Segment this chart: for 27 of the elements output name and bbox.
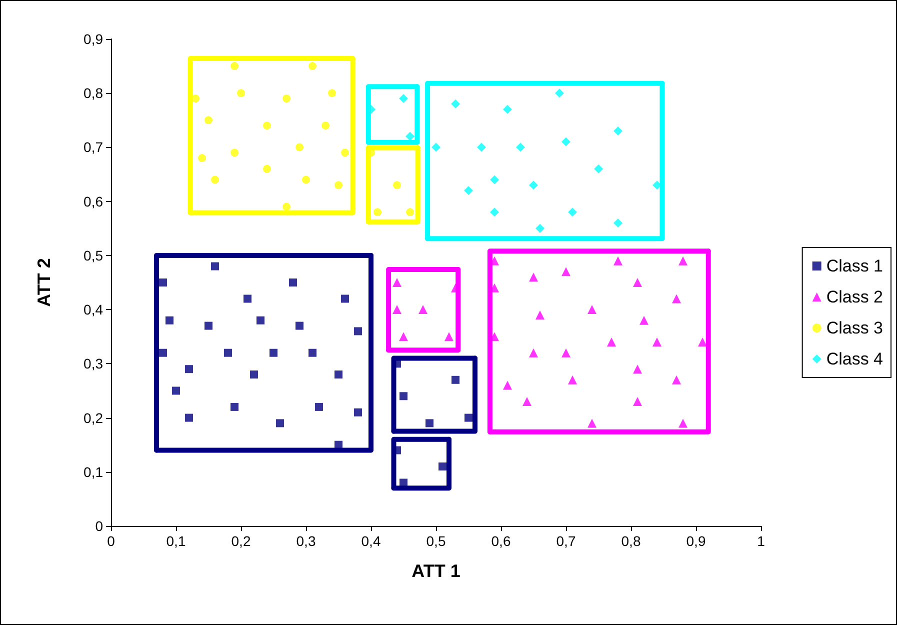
y-tick-label: 0,8 bbox=[84, 85, 104, 102]
x-tick-label: 0,2 bbox=[231, 533, 251, 549]
x-tick-label: 0,8 bbox=[621, 533, 641, 549]
legend-label: Class 3 bbox=[826, 318, 883, 338]
x-tick-label: 0 bbox=[107, 533, 116, 549]
x-tick-label: 0,9 bbox=[686, 533, 706, 549]
y-axis-title: ATT 2 bbox=[34, 258, 54, 307]
y-tick-label: 0,1 bbox=[84, 464, 104, 480]
legend-label: Class 2 bbox=[826, 288, 883, 306]
y-tick-label: 0,9 bbox=[84, 31, 104, 47]
x-tick-label: 0,3 bbox=[296, 533, 316, 549]
x-tick-label: 0,6 bbox=[491, 533, 511, 549]
legend-label: Class 1 bbox=[826, 256, 883, 276]
y-tick-label: 0,7 bbox=[84, 139, 104, 156]
y-tick-label: 0,3 bbox=[84, 356, 104, 372]
y-tick-label: 0,4 bbox=[84, 302, 104, 318]
y-tick-label: 0 bbox=[95, 518, 104, 534]
y-tick-label: 0,2 bbox=[84, 410, 104, 426]
x-tick-label: 0,4 bbox=[361, 533, 381, 549]
x-tick-label: 1 bbox=[757, 533, 766, 549]
y-tick-label: 0,5 bbox=[84, 247, 104, 264]
x-axis-title: ATT 1 bbox=[412, 561, 460, 581]
x-tick-label: 0,5 bbox=[426, 533, 446, 549]
x-tick-label: 0,7 bbox=[556, 533, 576, 549]
y-tick-label: 0,6 bbox=[84, 193, 104, 210]
x-tick-label: 0,1 bbox=[166, 533, 186, 549]
legend-label: Class 4 bbox=[826, 350, 883, 368]
